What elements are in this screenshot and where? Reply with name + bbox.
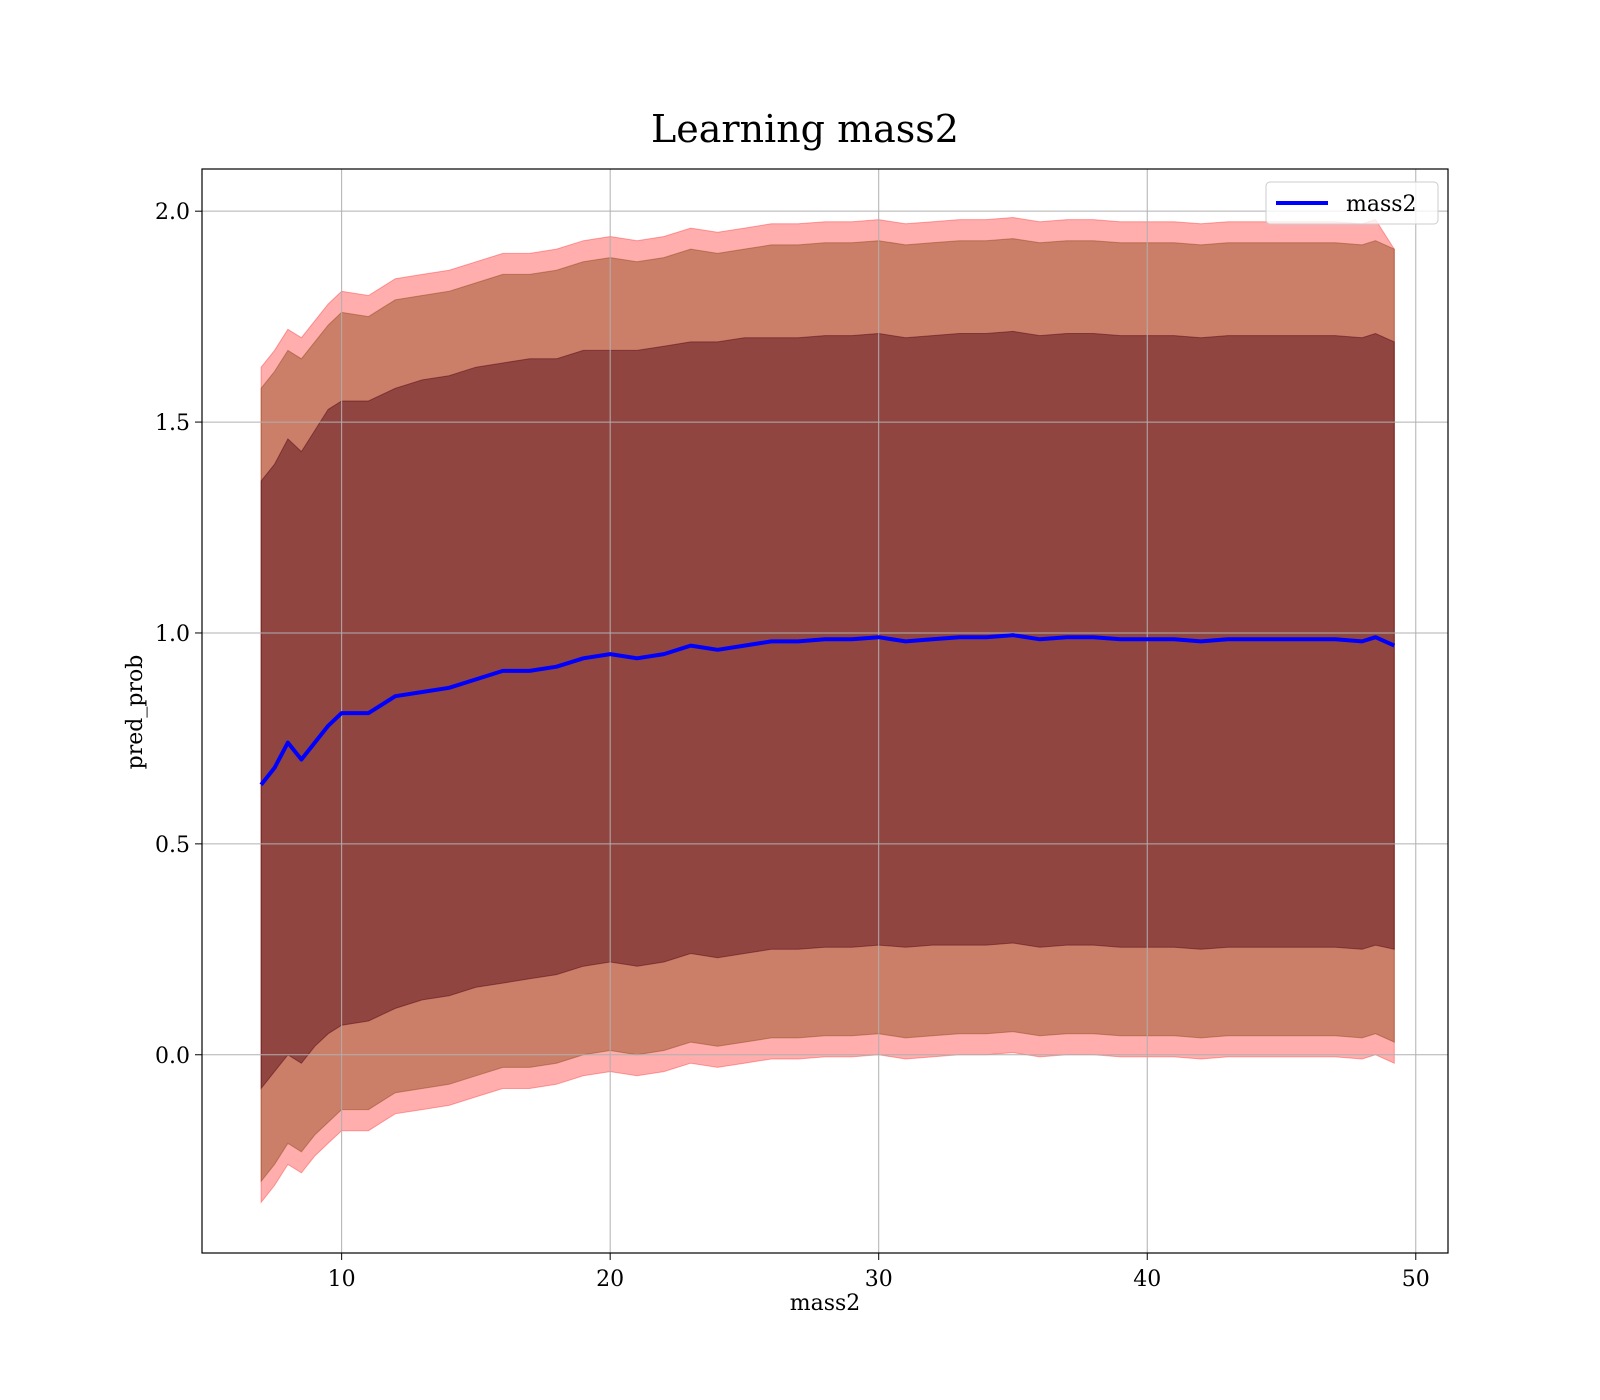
y-axis-label: pred_prob [123,655,148,770]
mean-line [259,633,1396,787]
x-tick-label: 50 [1402,1267,1430,1292]
y-tick-label: 1.5 [155,411,190,436]
inner-band [260,330,1395,1090]
legend-label: mass2 [1346,192,1417,217]
y-tick-label: 1.0 [155,622,190,647]
x-axis-label: mass2 [790,1291,861,1316]
x-tick-label: 10 [328,1267,356,1292]
plot-frame [201,168,1449,1254]
middle-band [260,238,1395,1183]
x-tick-label: 20 [596,1267,624,1292]
x-tick-label: 30 [865,1267,893,1292]
legend-box [1265,181,1439,225]
plot-area [201,168,1449,1254]
chart-title: Learning mass2 [651,107,959,151]
y-tick-label: 2.0 [155,200,190,225]
y-tick-label: 0.0 [155,1044,190,1069]
outer-band [260,216,1395,1204]
y-tick-label: 0.5 [155,833,190,858]
x-tick-label: 40 [1133,1267,1161,1292]
legend: mass2 [1265,181,1439,225]
tick-labels: 10 20 30 40 50 0.0 0.5 1.0 1.5 2.0 [155,200,1430,1292]
